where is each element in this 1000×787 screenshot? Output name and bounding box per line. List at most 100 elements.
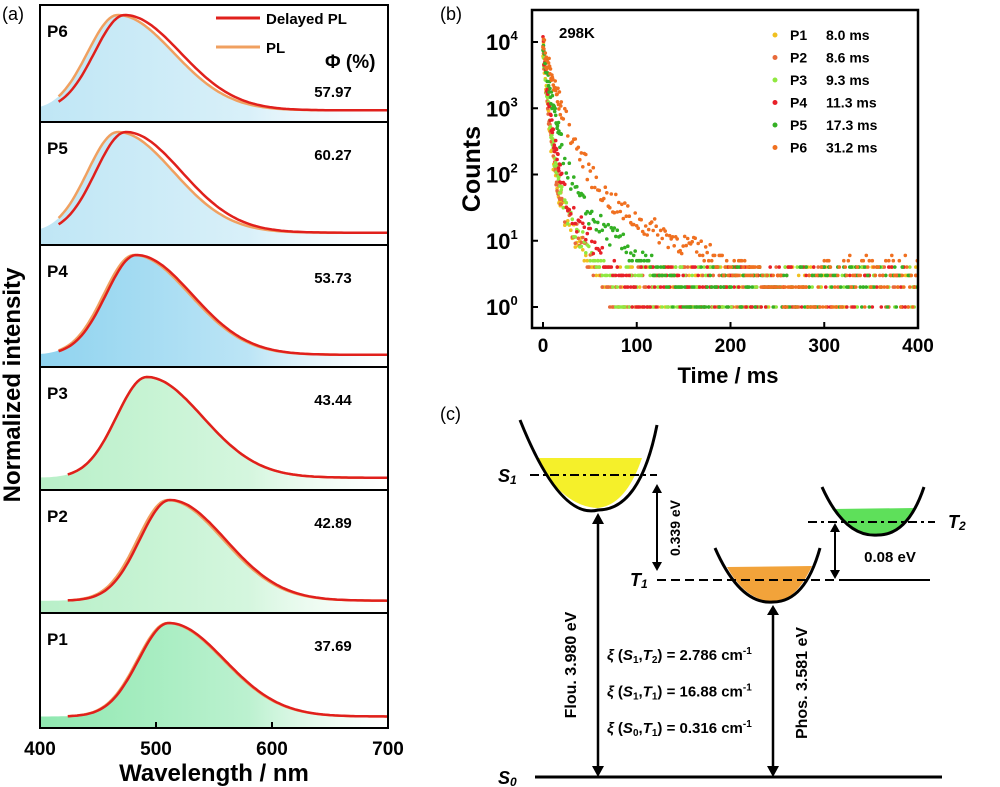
data-point: [903, 305, 908, 309]
data-point: [852, 305, 857, 309]
data-point: [590, 239, 594, 244]
data-point: [569, 212, 573, 216]
data-point: [555, 92, 559, 96]
data-point: [666, 285, 670, 289]
data-point: [559, 202, 564, 206]
data-point: [566, 221, 570, 226]
x-tick-label: 700: [372, 739, 404, 760]
t1-population-fill: [727, 566, 812, 602]
data-point: [618, 265, 623, 269]
data-point: [563, 182, 567, 187]
data-point: [805, 305, 810, 309]
data-point: [617, 200, 621, 205]
data-point: [884, 273, 888, 278]
data-point: [636, 226, 640, 230]
data-point: [576, 145, 581, 150]
data-point: [906, 305, 911, 309]
data-point: [748, 265, 753, 269]
phosphorescence-label: Phos. 3.581 eV: [794, 627, 811, 739]
data-point: [651, 228, 655, 233]
data-point: [654, 224, 658, 228]
data-point: [559, 104, 563, 108]
data-point: [614, 234, 618, 239]
data-point: [627, 214, 632, 218]
data-point: [711, 273, 715, 278]
data-point: [563, 198, 567, 202]
data-point: [666, 265, 670, 269]
data-point: [585, 209, 590, 214]
y-tick-label: 101: [486, 227, 518, 254]
data-point: [726, 305, 730, 309]
data-point: [556, 166, 561, 170]
data-point: [709, 285, 714, 289]
data-point: [837, 265, 842, 269]
data-point: [827, 258, 831, 263]
data-point: [660, 273, 664, 278]
s1-label: S1: [498, 466, 517, 487]
data-point: [614, 192, 618, 197]
data-point: [897, 273, 902, 278]
data-point: [557, 90, 562, 94]
data-point: [559, 132, 564, 136]
data-point: [567, 207, 572, 212]
data-point: [855, 265, 860, 269]
data-point: [709, 258, 714, 263]
data-point: [576, 191, 581, 195]
data-point: [714, 285, 718, 289]
data-point: [549, 90, 554, 94]
data-point: [846, 285, 851, 289]
data-point: [899, 305, 903, 309]
data-point: [569, 187, 573, 191]
data-point: [573, 241, 578, 246]
data-point: [810, 273, 814, 278]
data-point: [911, 305, 915, 309]
data-point: [655, 265, 660, 269]
data-point: [557, 175, 561, 179]
data-point: [903, 253, 908, 258]
data-point: [630, 265, 634, 269]
data-point: [558, 191, 563, 195]
data-point: [795, 305, 799, 309]
data-point: [717, 273, 721, 278]
data-point: [597, 229, 602, 234]
data-point: [554, 147, 559, 152]
data-point: [739, 258, 744, 263]
data-point: [729, 285, 733, 289]
data-point: [775, 273, 780, 278]
data-point: [594, 228, 599, 232]
data-point: [554, 180, 559, 184]
data-point: [795, 265, 799, 269]
data-point: [630, 258, 634, 263]
s1-potential-well: [518, 419, 659, 513]
data-point: [771, 273, 775, 278]
data-point: [543, 51, 548, 55]
data-point: [720, 253, 724, 258]
data-point: [666, 305, 670, 309]
data-point: [597, 188, 602, 193]
data-point: [706, 258, 711, 263]
data-point: [649, 220, 654, 224]
data-point: [620, 202, 624, 207]
data-point: [860, 265, 864, 269]
data-point: [623, 285, 627, 289]
data-point: [854, 285, 858, 289]
panel-c: (c) S1 T1 T2 S0 0.339 eV 0.08: [440, 404, 966, 787]
data-point: [582, 195, 587, 199]
data-point: [863, 273, 867, 278]
data-point: [581, 248, 585, 252]
data-point: [561, 117, 566, 121]
data-point: [796, 273, 801, 278]
data-point: [705, 265, 709, 269]
data-point: [669, 265, 673, 269]
data-point: [884, 258, 888, 263]
data-point: [866, 265, 870, 269]
panel-name: P6: [47, 22, 68, 41]
data-point: [550, 93, 555, 98]
data-point: [626, 204, 630, 208]
data-point: [605, 237, 609, 241]
data-point: [870, 305, 875, 309]
data-point: [633, 211, 637, 215]
data-point: [705, 285, 709, 289]
data-point: [694, 285, 699, 289]
